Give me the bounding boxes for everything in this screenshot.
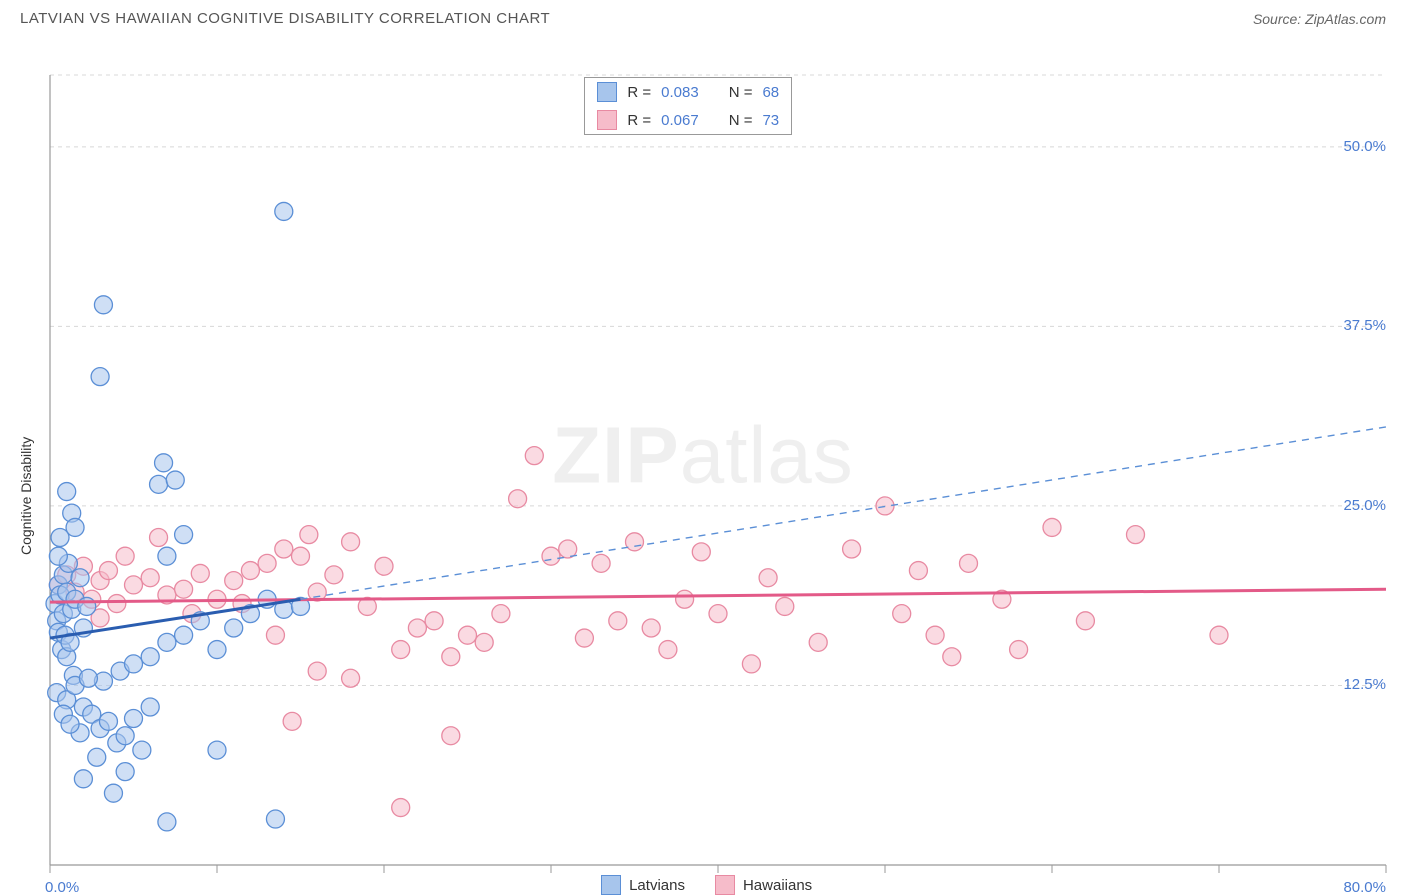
n-label-b: N =	[729, 112, 753, 129]
x-min-label: 0.0%	[45, 879, 79, 896]
swatch-latvians	[597, 82, 617, 102]
legend-item-latvians: Latvians	[601, 875, 685, 895]
chart-area: ZIPatlas Cognitive Disability R = 0.083 …	[0, 35, 1406, 885]
legend-item-hawaiians: Hawaiians	[715, 875, 812, 895]
series-legend: Latvians Hawaiians	[601, 875, 812, 895]
swatch-latvians-icon	[601, 875, 621, 895]
legend-label-hawaiians: Hawaiians	[743, 877, 812, 894]
r-val-a: 0.083	[661, 84, 699, 101]
r-val-b: 0.067	[661, 112, 699, 129]
n-val-b: 73	[762, 112, 779, 129]
y-tick-label: 25.0%	[1343, 497, 1386, 514]
swatch-hawaiians-icon	[715, 875, 735, 895]
stats-row-hawaiians: R = 0.067 N = 73	[585, 106, 791, 134]
y-tick-label: 37.5%	[1343, 317, 1386, 334]
legend-label-latvians: Latvians	[629, 877, 685, 894]
r-label-a: R =	[627, 84, 651, 101]
r-label-b: R =	[627, 112, 651, 129]
chart-title: LATVIAN VS HAWAIIAN COGNITIVE DISABILITY…	[20, 10, 550, 27]
stats-legend-box: R = 0.083 N = 68 R = 0.067 N = 73	[584, 77, 792, 135]
stats-row-latvians: R = 0.083 N = 68	[585, 78, 791, 106]
x-max-label: 80.0%	[1343, 879, 1386, 896]
y-tick-label: 50.0%	[1343, 138, 1386, 155]
n-val-a: 68	[762, 84, 779, 101]
source-attrib: Source: ZipAtlas.com	[1253, 11, 1386, 27]
scatter-plot-svg	[0, 35, 1406, 885]
y-axis-label: Cognitive Disability	[18, 437, 34, 555]
swatch-hawaiians	[597, 110, 617, 130]
n-label-a: N =	[729, 84, 753, 101]
y-tick-label: 12.5%	[1343, 676, 1386, 693]
